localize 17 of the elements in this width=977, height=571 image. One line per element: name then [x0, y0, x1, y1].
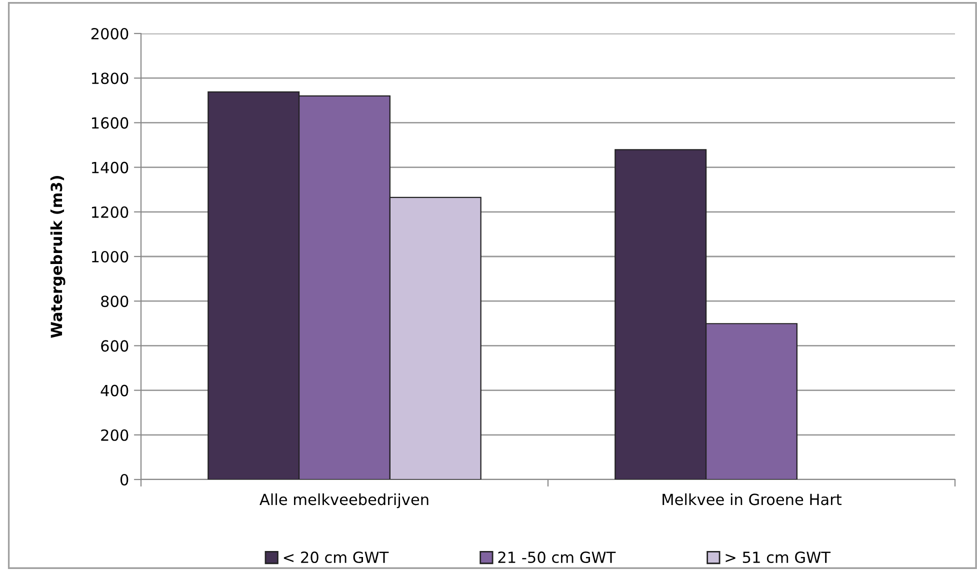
x-tick-label: Melkvee in Groene Hart [662, 493, 842, 506]
y-tick-label: 1400 [92, 162, 128, 174]
y-tick-label: 1000 [92, 250, 128, 263]
y-tick-label: 1200 [92, 206, 128, 218]
y-tick-label: 2000 [91, 28, 128, 40]
y-tick-label: 800 [101, 296, 128, 308]
y-tick-label: 1600 [92, 117, 128, 129]
x-tick-label: Alle melkveebedrijven [260, 493, 428, 508]
y-tick-label: 200 [101, 429, 128, 441]
y-tick-label: 0 [120, 474, 128, 486]
legend-label: < 20 cm GWT [284, 552, 389, 564]
legend-label: > 51 cm GWT [726, 552, 831, 564]
legend-label: 21 -50 cm GWT [498, 552, 616, 564]
y-tick-label: 600 [101, 340, 128, 352]
y-axis-title: Watergebruik (m3) [50, 176, 66, 338]
y-tick-label: 1800 [92, 72, 128, 84]
y-tick-label: 400 [100, 384, 128, 396]
